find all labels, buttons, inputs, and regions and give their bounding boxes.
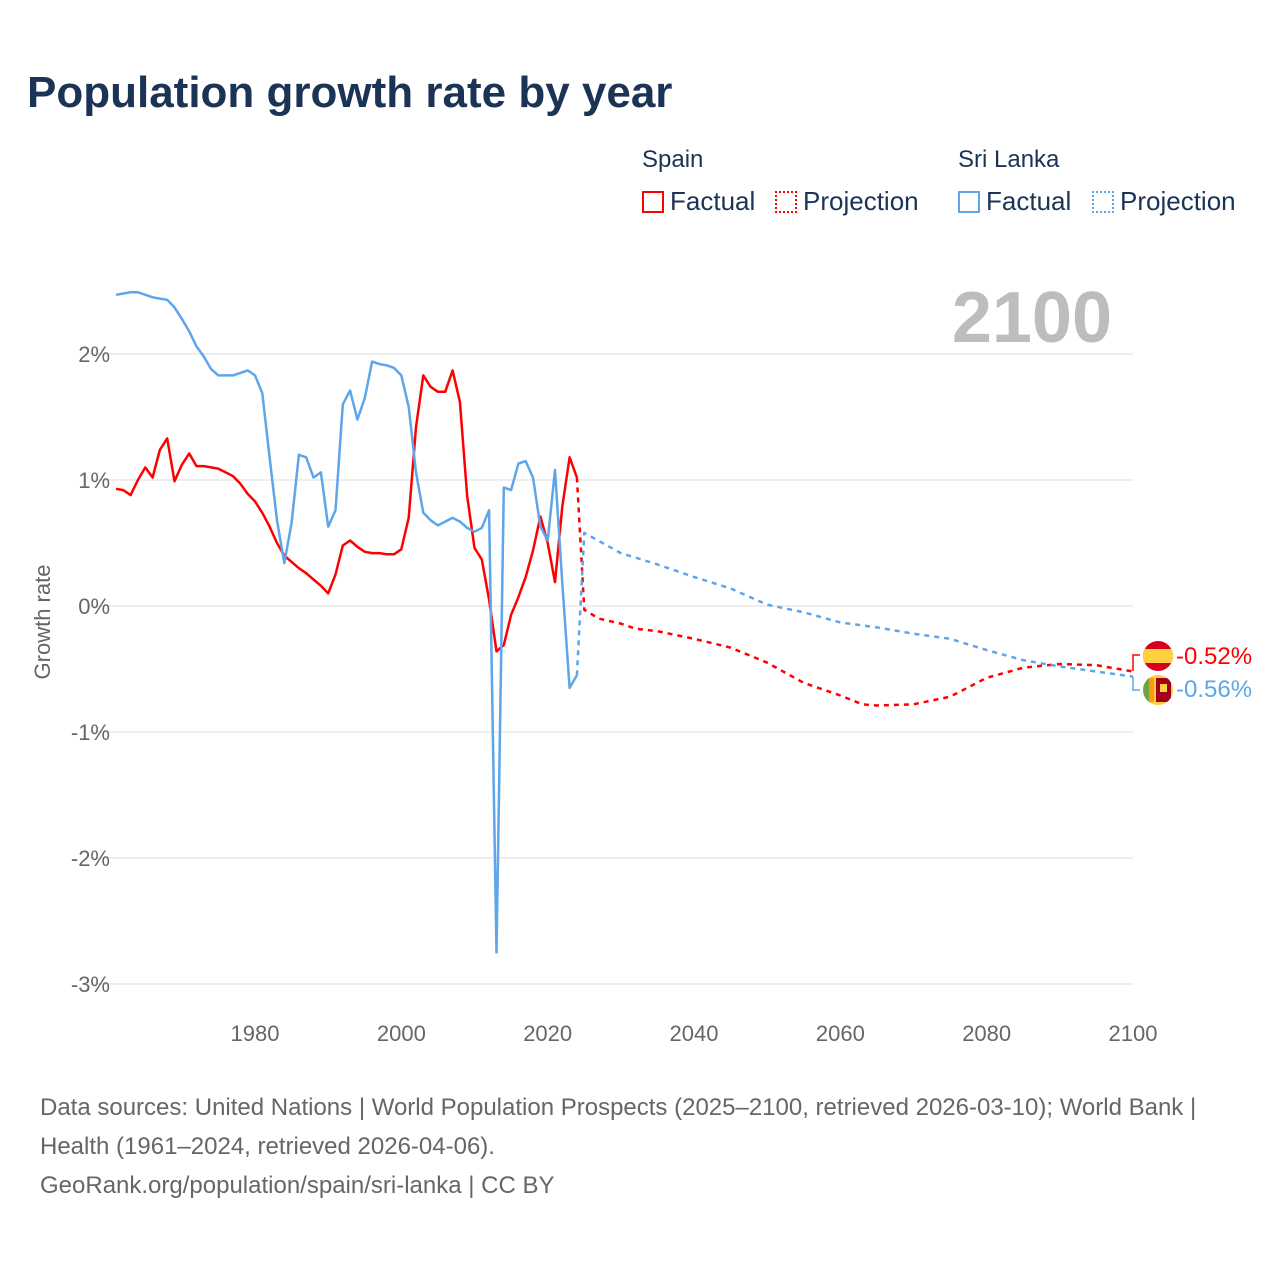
legend-swatch-dotted [775,191,797,213]
legend-swatch-dotted [1092,191,1114,213]
legend-label: Factual [670,186,756,216]
year-label: 2100 [952,278,1112,358]
source-line: Data sources: United Nations | World Pop… [40,1094,1197,1160]
legend-spain-factual[interactable]: Factual [642,186,755,217]
page-title: Population growth rate by year [27,68,673,117]
spain-end-connector [1132,654,1140,671]
sri-lanka-end-connector [1132,677,1140,691]
legend-sri-lanka-factual[interactable]: Factual [958,186,1071,217]
legend-label: Projection [803,186,919,216]
y-axis-label: Growth rate [30,565,55,680]
source-note: Data sources: United Nations | World Pop… [40,1088,1240,1205]
spain-flag-icon [1143,641,1173,671]
series-line-spain-projection [575,477,1134,707]
plot-area: 2% 1% 0% -1% -2% -3% 1980 2000 2020 2040 2060 2080 2… [30,278,1252,1046]
legend-label: Projection [1120,186,1236,216]
y-tick-label: -1% [71,720,110,745]
sri-lanka-flag-icon [1143,675,1173,705]
legend-label: Factual [986,186,1072,216]
x-tick-label: 2060 [816,1021,865,1046]
spain-end-value: -0.52% [1176,643,1252,670]
series-line-sri-lanka-projection [575,531,1134,678]
sri-lanka-end-value: -0.56% [1176,676,1252,703]
legend-sri-lanka-projection[interactable]: Projection [1092,186,1236,217]
legend-group-sri-lanka: Sri Lanka [958,146,1060,173]
y-tick-label: -3% [71,972,110,997]
legend-swatch-solid [958,191,980,213]
x-tick-label: 2020 [523,1021,572,1046]
y-tick-label: -2% [71,846,110,871]
legend-group-spain: Spain [642,146,704,173]
x-tick-label: 2000 [377,1021,426,1046]
y-tick-label: 0% [78,594,110,619]
series-line-spain-factual [115,369,579,653]
y-tick-label: 1% [78,468,110,493]
y-tick-label: 2% [78,342,110,367]
legend-swatch-solid [642,191,664,213]
x-tick-label: 2080 [962,1021,1011,1046]
x-tick-label: 2100 [1109,1021,1158,1046]
legend-spain-projection[interactable]: Projection [775,186,919,217]
x-tick-label: 2040 [670,1021,719,1046]
x-tick-label: 1980 [231,1021,280,1046]
attribution-link[interactable]: GeoRank.org/population/spain/sri-lanka |… [40,1172,555,1199]
series-line-sri-lanka-factual [115,291,578,954]
